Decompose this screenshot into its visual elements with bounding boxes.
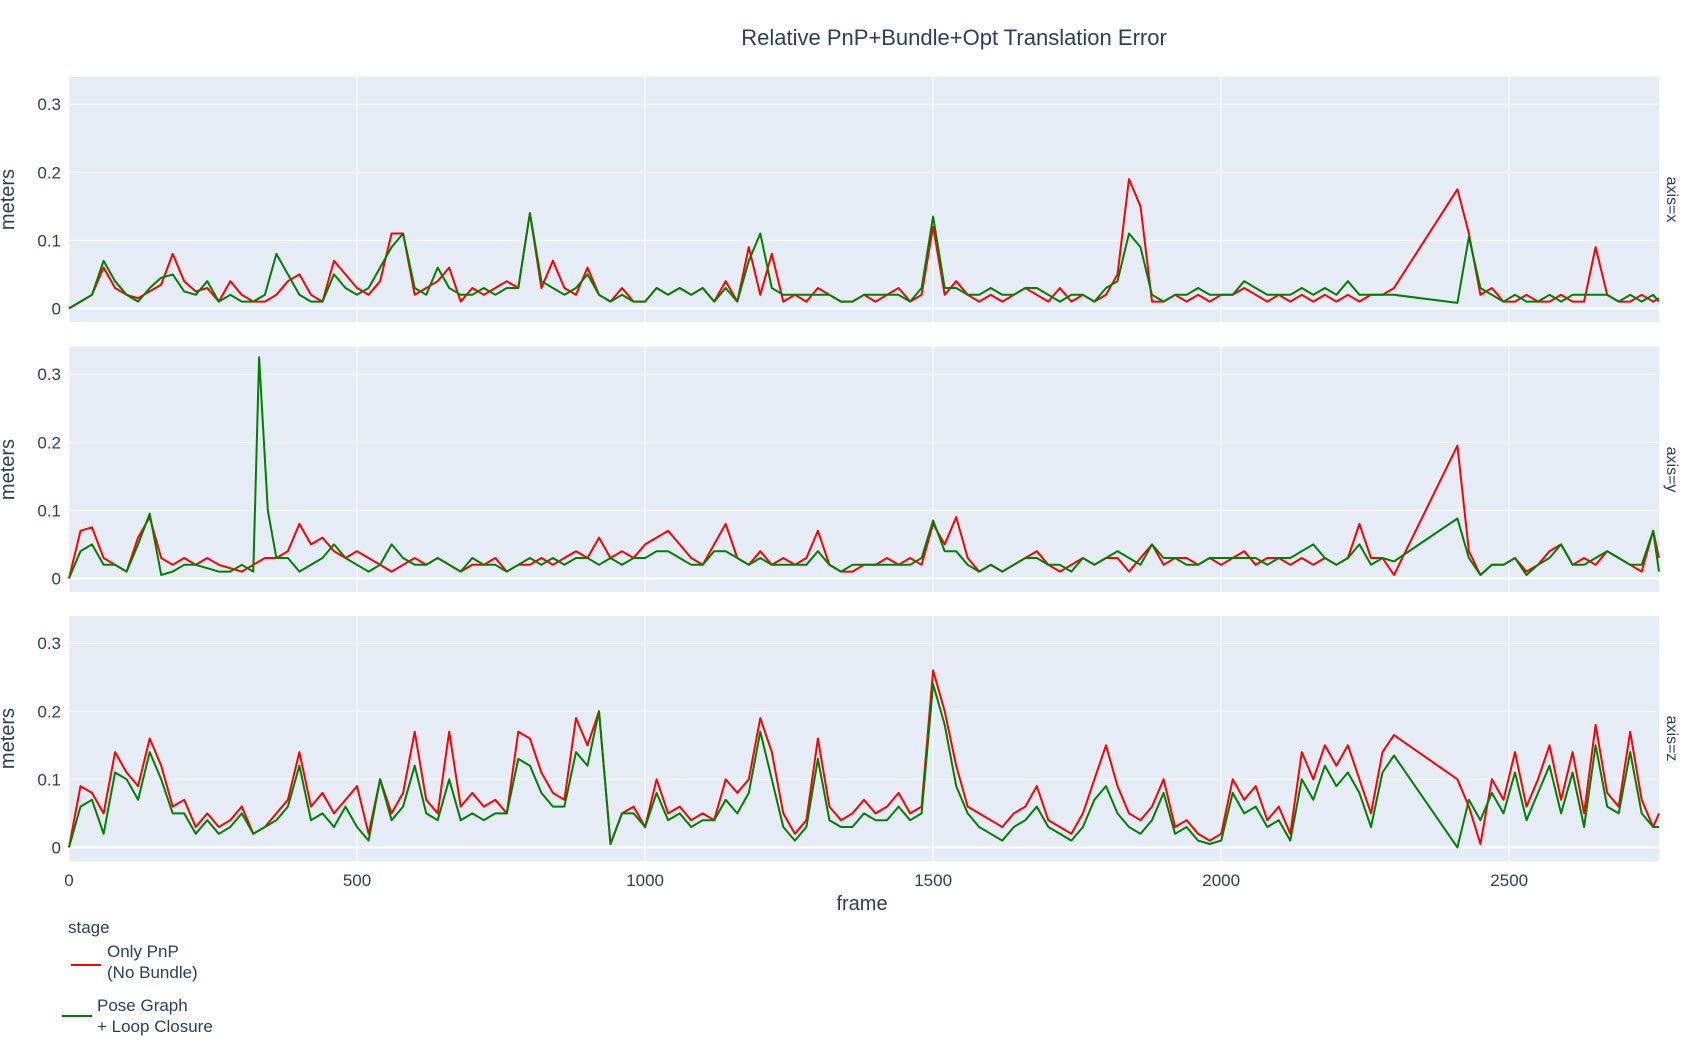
y-tick-label: 0.3 (37, 634, 61, 653)
legend[interactable]: stage Only PnP (No Bundle) Pose Graph + Loo… (62, 918, 213, 1036)
legend-text: + Loop Closure (97, 1017, 213, 1036)
y-axis-label: meters (0, 439, 19, 500)
legend-item-2[interactable]: Pose Graph + Loop Closure (62, 996, 213, 1036)
series-line-2 (68, 683, 1659, 849)
x-axis-label: frame (836, 893, 887, 915)
chart-title: Relative PnP+Bundle+Opt Translation Erro… (741, 25, 1167, 50)
y-tick-label: 0.2 (37, 702, 61, 721)
x-tick-label: 2500 (1490, 871, 1528, 890)
x-axis-ticks: 0 500 1000 1500 2000 2500 (64, 871, 1528, 890)
series-line-2 (68, 356, 1660, 579)
plot-background (69, 77, 1659, 322)
y-tick-label: 0.1 (37, 501, 61, 520)
series-line-2 (68, 212, 1660, 310)
plot-background (69, 347, 1659, 592)
facet-panels: 0 0.1 0.2 0.3 meters axis=x 0 0.1 0.2 0.3 meters ax… (0, 77, 1680, 861)
plot-background (69, 616, 1659, 861)
x-tick-label: 1000 (626, 871, 664, 890)
y-tick-label: 0.3 (37, 95, 61, 114)
facet-label: axis=z (1663, 716, 1680, 762)
legend-text: Pose Graph (97, 996, 188, 1015)
y-tick-label: 0 (52, 838, 61, 857)
y-tick-label: 0 (52, 569, 61, 588)
y-tick-label: 0.2 (37, 433, 61, 452)
facet-panel-1: 0 0.1 0.2 0.3 meters axis=x (0, 77, 1680, 322)
x-tick-label: 0 (64, 871, 73, 890)
y-axis-label: meters (0, 169, 19, 230)
y-axis-label: meters (0, 708, 19, 769)
facet-panel-2: 0 0.1 0.2 0.3 meters axis=y (0, 347, 1680, 592)
x-tick-label: 500 (343, 871, 371, 890)
legend-text: Only PnP (107, 942, 179, 961)
facet-label: axis=y (1663, 447, 1680, 493)
y-tick-label: 0 (52, 299, 61, 318)
y-tick-label: 0.2 (37, 163, 61, 182)
facet-panel-3: 0 0.1 0.2 0.3 meters axis=z (0, 616, 1680, 861)
legend-text: (No Bundle) (107, 963, 198, 982)
legend-title: stage (68, 918, 110, 937)
series-line-1 (68, 669, 1660, 848)
y-tick-label: 0.1 (37, 770, 61, 789)
x-tick-label: 2000 (1202, 871, 1240, 890)
x-tick-label: 1500 (914, 871, 952, 890)
y-tick-label: 0.3 (37, 365, 61, 384)
y-tick-label: 0.1 (37, 231, 61, 250)
facet-label: axis=x (1663, 177, 1680, 223)
legend-item-1[interactable]: Only PnP (No Bundle) (71, 942, 198, 982)
